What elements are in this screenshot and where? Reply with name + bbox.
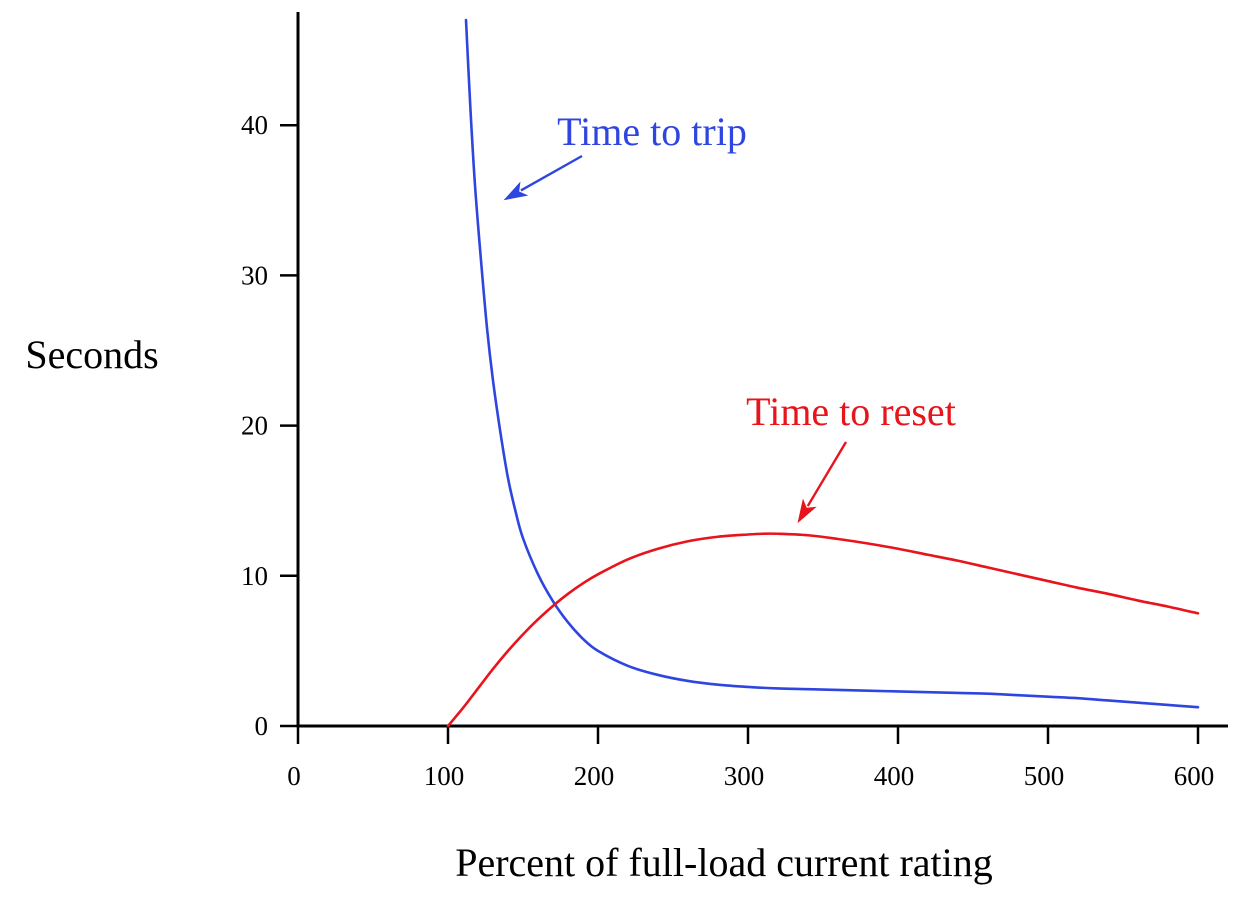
annotation-arrow-1 [797,441,848,524]
x-tick-label: 0 [287,761,301,791]
series-layer [446,18,1200,728]
y-axis-title: Seconds [25,332,158,377]
x-tick-label: 300 [724,761,765,791]
series-line-1 [446,532,1200,728]
axes: 0 100 200 300 400 500 600 0 10 20 30 40 [241,12,1228,791]
x-axis-title: Percent of full-load current rating [455,840,993,885]
arrow-shaft [806,441,848,507]
annotations: Time to trip Time to reset [503,109,956,524]
y-tick-label: 10 [241,561,268,591]
y-tick-label: 40 [241,110,268,140]
y-tick-label: 20 [241,411,268,441]
x-tick-label: 200 [574,761,615,791]
x-tick-label: 100 [424,761,465,791]
annotation-label-1: Time to reset [746,389,956,434]
x-tick-label: 400 [874,761,915,791]
arrow-head [797,498,817,524]
arrow-shaft [520,154,583,192]
x-tick-label: 600 [1174,761,1215,791]
x-tick-label: 500 [1024,761,1065,791]
arrow-head [503,181,529,201]
y-tick-label: 0 [255,711,269,741]
annotation-label-0: Time to trip [557,109,747,154]
series-line-0 [464,18,1200,709]
y-tick-label: 30 [241,260,268,290]
annotation-arrow-0 [503,154,583,201]
